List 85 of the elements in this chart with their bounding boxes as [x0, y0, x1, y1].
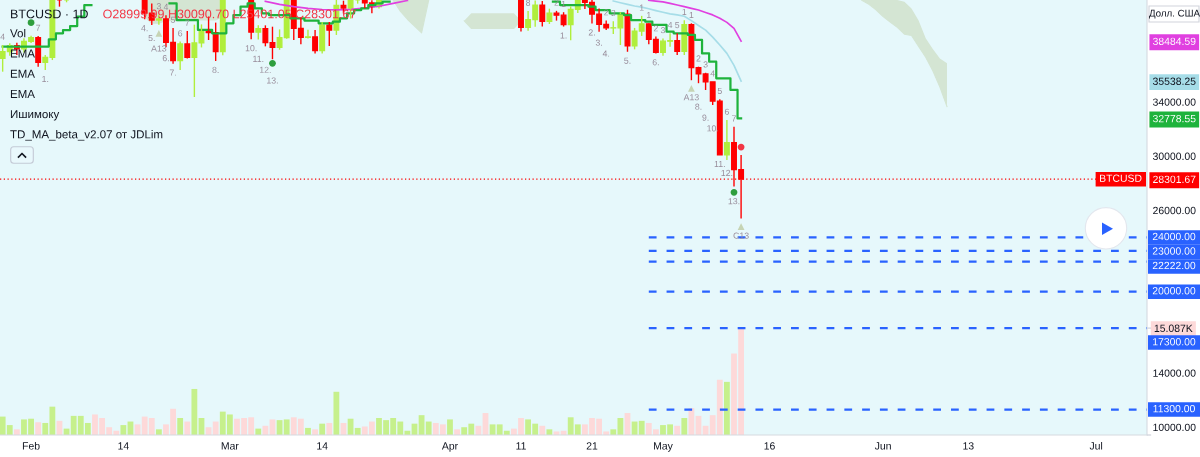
annotation: A13 [683, 94, 699, 101]
ref-line-label: BTCUSD [1100, 174, 1142, 182]
x-tick-label: May [654, 442, 673, 452]
annotation: 5. [624, 57, 631, 64]
annotation: 1 [682, 8, 687, 15]
annotation: 13. [267, 77, 278, 84]
x-tick-label: Mar [221, 442, 239, 450]
x-tick-label: Apr [441, 442, 458, 452]
annotation: 4. [602, 50, 610, 57]
annotation: 11. [714, 160, 725, 167]
y-tick-label: 26000.00 [1153, 206, 1196, 215]
y-axis-title: Долл. США [1149, 9, 1200, 19]
annotation: EMA [10, 89, 35, 98]
annotation: 1 [561, 0, 566, 7]
data-label: 17300.00 [1153, 338, 1196, 346]
annotation: 1. [42, 75, 49, 82]
annotation: Vol [10, 28, 26, 38]
annotation: Ишимоку [10, 110, 60, 121]
annotation: 2. [588, 29, 595, 36]
annotation: 8. [695, 103, 702, 110]
x-tick-label: Jul [1089, 441, 1103, 450]
y-tick-label: 14000.00 [1153, 369, 1196, 377]
annotation: 8 [526, 0, 531, 6]
annotation: A13 [151, 45, 167, 52]
y-tick-label: 34000.00 [1152, 98, 1196, 106]
y-tick-label: 10000.00 [1153, 423, 1196, 432]
annotation: 2 [604, 9, 609, 16]
annotation: 9. [702, 114, 709, 121]
annotation: 7 [732, 115, 736, 122]
y-tick-label: 35538.25 [1152, 77, 1196, 85]
annotation: 7 [185, 19, 190, 26]
annotation: 4. [141, 25, 148, 32]
y-tick-label: 38484.59 [1152, 37, 1196, 46]
annotation: 7 [36, 24, 41, 31]
annotation: 3. [595, 39, 602, 46]
y2-tick-label: 15.087K [1154, 324, 1193, 332]
annotation: 4 [667, 21, 673, 28]
annotation: 5. [148, 34, 155, 42]
x-tick-label: 16 [764, 442, 775, 450]
x-tick-label: Feb [22, 441, 40, 450]
annotation: 12. [721, 169, 733, 176]
data-label: 23000.00 [1152, 247, 1196, 255]
annotation: 3 [703, 61, 708, 68]
annotation: 1. [560, 32, 567, 39]
annotation: 7. [169, 69, 176, 76]
annotation: 1 [689, 12, 694, 19]
annotation: EMA [10, 69, 35, 78]
data-label: 24000.00 [1152, 232, 1196, 241]
annotation: 2 [653, 25, 658, 32]
annotation: 11. [253, 55, 264, 62]
annotation: 10. [245, 45, 257, 52]
x-tick-label: 21 [586, 442, 598, 450]
annotation: 3 [611, 9, 616, 17]
y-tick-label: 30000.00 [1152, 152, 1196, 160]
data-label: 11300.00 [1153, 404, 1195, 413]
y-tick-label: 32778.55 [1152, 114, 1196, 123]
x-tick-label: 14 [317, 442, 328, 450]
annotation: 6 [178, 30, 183, 37]
x-tick-label: 11 [516, 442, 526, 450]
annotation: 3 [660, 27, 666, 34]
annotation: C13 [733, 232, 749, 239]
annotation: 1 [639, 4, 644, 11]
annotation: 4 [163, 3, 169, 10]
annotation: 6. [162, 55, 169, 62]
x-tick-label: 14 [118, 442, 129, 450]
annotation: 5 [717, 87, 722, 94]
annotation: 13. [728, 198, 740, 205]
annotation: 5 [675, 22, 680, 29]
y-tick-label: 28301.67 [1153, 175, 1196, 183]
x-tick-label: 13 [963, 442, 974, 450]
annotation: 6 [724, 108, 729, 115]
annotation: 8. [212, 66, 219, 73]
annotation: 12. [259, 66, 271, 73]
annotation: EMA [10, 49, 35, 58]
annotation: 3 [156, 3, 161, 10]
annotation: 2 [554, 0, 559, 6]
annotation: 4 [710, 70, 715, 77]
x-tick-label: Jun [874, 442, 891, 450]
annotation: 6. [652, 59, 659, 66]
data-label: 22222.00 [1152, 261, 1196, 270]
data-label: 20000.00 [1152, 287, 1196, 295]
annotation: 4 [0, 33, 5, 40]
annotation: 1 [647, 12, 651, 19]
annotation: TD_MA_beta_v2.07 от JDLim [10, 129, 163, 141]
annotation: 2 [696, 55, 701, 62]
